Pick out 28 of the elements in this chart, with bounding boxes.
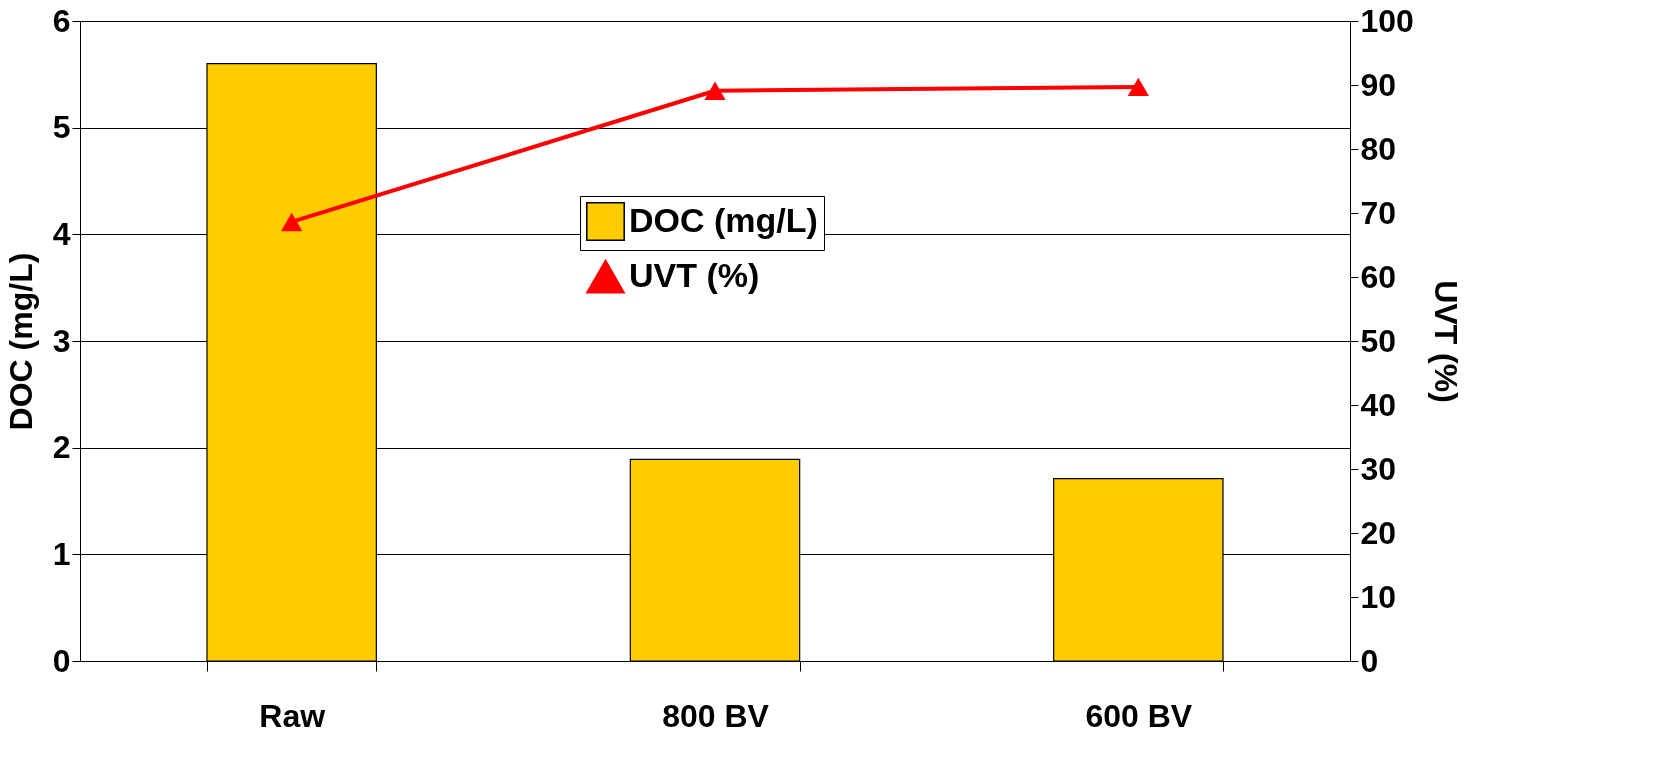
- y2-tick-label: 0: [1360, 642, 1379, 679]
- y-tick-label: 1: [52, 535, 71, 572]
- y2-tick-label: 90: [1360, 66, 1397, 103]
- y2-tick-label: 50: [1360, 322, 1397, 359]
- y-tick-label: 2: [52, 429, 71, 466]
- y-tick-label: 0: [52, 642, 71, 679]
- legend-label: UVT (%): [629, 255, 760, 294]
- y-tick-label: 5: [52, 109, 71, 146]
- x-tick-label: Raw: [259, 697, 326, 734]
- point: [1127, 77, 1149, 97]
- y2-tick-label: 100: [1360, 2, 1414, 39]
- y2-tick-label: 20: [1360, 514, 1397, 551]
- y2-tick-label: 30: [1360, 450, 1397, 487]
- y-axis-title: DOC (mg/L): [2, 252, 39, 431]
- point: [281, 212, 303, 232]
- y2-tick-label: 70: [1360, 194, 1397, 231]
- y2-axis-title: UVT (%): [1427, 280, 1464, 403]
- y2-tick-label: 80: [1360, 130, 1397, 167]
- y2-tick-label: 60: [1360, 258, 1397, 295]
- legend-label: DOC (mg/L): [629, 200, 818, 239]
- y-tick-label: 6: [52, 2, 71, 39]
- x-tick-label: 600 BV: [1085, 697, 1193, 734]
- y2-tick-label: 40: [1360, 386, 1397, 423]
- y2-tick-label: 10: [1360, 578, 1397, 615]
- point: [704, 81, 726, 100]
- y-tick-label: 4: [52, 215, 71, 252]
- x-tick-label: 800 BV: [662, 697, 770, 734]
- y-tick-label: 3: [52, 322, 71, 359]
